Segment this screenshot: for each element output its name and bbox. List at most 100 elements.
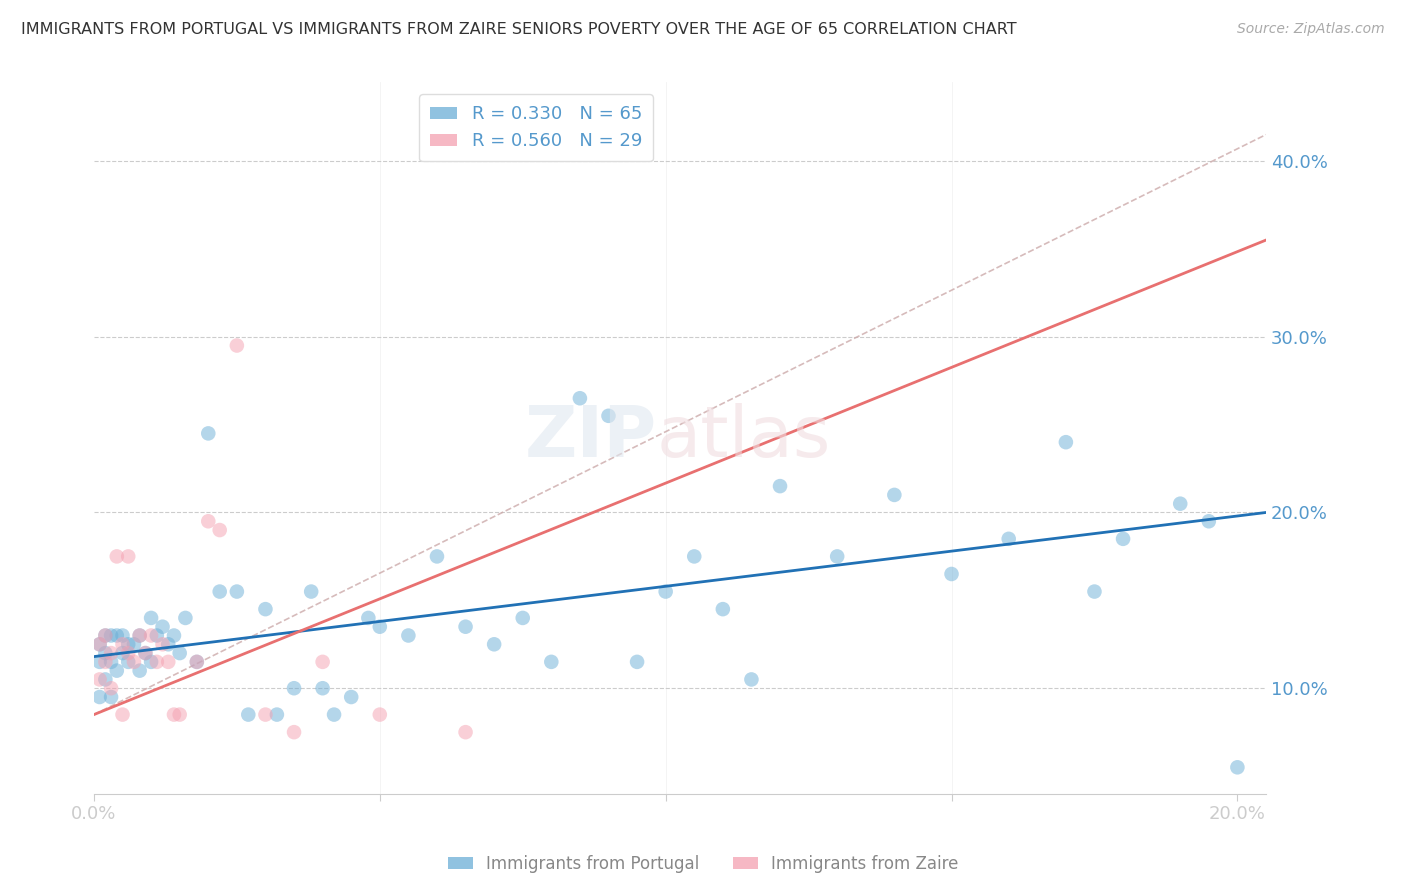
Point	[396, 628, 419, 642]
Point	[89, 673, 111, 687]
Point	[283, 681, 305, 696]
Point	[568, 391, 591, 405]
Point	[711, 602, 734, 616]
Point	[111, 646, 134, 660]
Point	[157, 637, 180, 651]
Point	[117, 549, 139, 564]
Text: Source: ZipAtlas.com: Source: ZipAtlas.com	[1237, 22, 1385, 37]
Point	[139, 628, 162, 642]
Point	[654, 584, 676, 599]
Point	[225, 338, 247, 352]
Point	[454, 620, 477, 634]
Legend: R = 0.330   N = 65, R = 0.560   N = 29: R = 0.330 N = 65, R = 0.560 N = 29	[419, 95, 652, 161]
Point	[299, 584, 322, 599]
Point	[208, 523, 231, 537]
Text: IMMIGRANTS FROM PORTUGAL VS IMMIGRANTS FROM ZAIRE SENIORS POVERTY OVER THE AGE O: IMMIGRANTS FROM PORTUGAL VS IMMIGRANTS F…	[21, 22, 1017, 37]
Point	[683, 549, 706, 564]
Point	[883, 488, 905, 502]
Point	[340, 690, 363, 704]
Point	[357, 611, 380, 625]
Point	[163, 628, 186, 642]
Point	[941, 566, 963, 581]
Point	[208, 584, 231, 599]
Point	[512, 611, 534, 625]
Point	[100, 628, 122, 642]
Point	[186, 655, 208, 669]
Point	[163, 707, 186, 722]
Point	[100, 681, 122, 696]
Point	[89, 690, 111, 704]
Point	[283, 725, 305, 739]
Point	[146, 628, 169, 642]
Point	[111, 707, 134, 722]
Point	[94, 673, 117, 687]
Point	[139, 611, 162, 625]
Point	[1112, 532, 1135, 546]
Point	[105, 628, 128, 642]
Point	[94, 628, 117, 642]
Point	[117, 637, 139, 651]
Point	[89, 637, 111, 651]
Text: atlas: atlas	[657, 403, 831, 472]
Point	[122, 655, 145, 669]
Point	[254, 707, 277, 722]
Point	[368, 707, 391, 722]
Point	[311, 655, 333, 669]
Point	[100, 646, 122, 660]
Point	[134, 646, 156, 660]
Point	[368, 620, 391, 634]
Point	[105, 549, 128, 564]
Point	[540, 655, 562, 669]
Point	[105, 664, 128, 678]
Point	[169, 707, 191, 722]
Point	[128, 664, 150, 678]
Point	[1198, 514, 1220, 528]
Point	[111, 637, 134, 651]
Point	[426, 549, 449, 564]
Point	[157, 655, 180, 669]
Point	[139, 655, 162, 669]
Point	[482, 637, 505, 651]
Point	[174, 611, 197, 625]
Point	[225, 584, 247, 599]
Point	[111, 628, 134, 642]
Point	[128, 628, 150, 642]
Point	[128, 628, 150, 642]
Point	[152, 637, 174, 651]
Point	[152, 620, 174, 634]
Point	[1083, 584, 1105, 599]
Point	[769, 479, 792, 493]
Point	[89, 637, 111, 651]
Point	[825, 549, 848, 564]
Point	[454, 725, 477, 739]
Point	[238, 707, 260, 722]
Point	[1168, 497, 1191, 511]
Point	[122, 637, 145, 651]
Point	[89, 655, 111, 669]
Point	[100, 655, 122, 669]
Point	[146, 655, 169, 669]
Point	[117, 646, 139, 660]
Point	[311, 681, 333, 696]
Legend: Immigrants from Portugal, Immigrants from Zaire: Immigrants from Portugal, Immigrants fro…	[441, 848, 965, 880]
Point	[1226, 760, 1249, 774]
Point	[94, 646, 117, 660]
Point	[997, 532, 1019, 546]
Point	[1054, 435, 1077, 450]
Point	[117, 655, 139, 669]
Point	[598, 409, 620, 423]
Point	[266, 707, 288, 722]
Point	[626, 655, 648, 669]
Point	[197, 514, 219, 528]
Point	[254, 602, 277, 616]
Point	[740, 673, 762, 687]
Point	[169, 646, 191, 660]
Point	[323, 707, 346, 722]
Point	[197, 426, 219, 441]
Text: ZIP: ZIP	[524, 403, 657, 472]
Point	[134, 646, 156, 660]
Point	[186, 655, 208, 669]
Point	[94, 628, 117, 642]
Point	[94, 655, 117, 669]
Point	[100, 690, 122, 704]
